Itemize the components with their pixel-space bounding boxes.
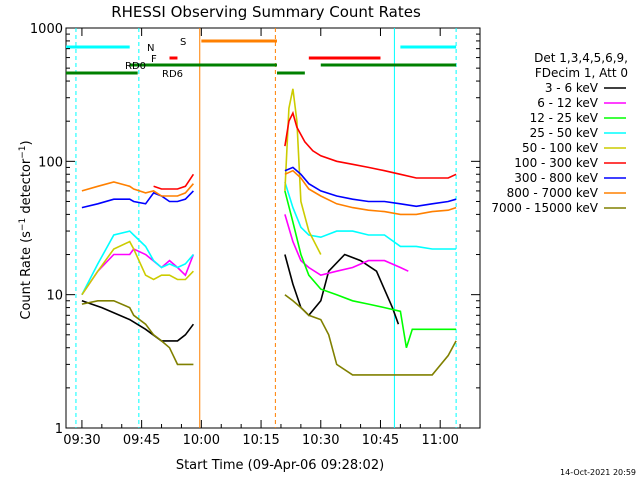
chart-title: RHESSI Observing Summary Count Rates bbox=[111, 3, 421, 21]
flag-label-rd0: RD0 bbox=[125, 61, 146, 72]
x-tick-label: 09:45 bbox=[123, 433, 160, 448]
legend-entry-label: 800 - 7000 keV bbox=[507, 186, 599, 200]
legend-entry-label: 12 - 25 keV bbox=[530, 111, 599, 125]
legend-entry-label: 6 - 12 keV bbox=[537, 96, 599, 110]
flag-label-n: N bbox=[147, 43, 154, 54]
flag-label-rd6: RD6 bbox=[162, 69, 183, 80]
legend-entry-label: 25 - 50 keV bbox=[530, 126, 599, 140]
x-tick-label: 10:15 bbox=[242, 433, 279, 448]
series-line bbox=[153, 110, 457, 190]
series-line bbox=[81, 181, 457, 296]
legend-entry-label: 100 - 300 keV bbox=[514, 156, 598, 170]
y-tick-label: 1000 bbox=[30, 22, 63, 37]
legend-entry-label: 7000 - 15000 keV bbox=[491, 201, 598, 215]
x-tick-label: 09:30 bbox=[63, 433, 100, 448]
series-line bbox=[81, 294, 457, 376]
series-line bbox=[81, 169, 457, 216]
footer-timestamp: 14-Oct-2021 20:59 bbox=[560, 468, 636, 477]
legend-entry-label: 3 - 6 keV bbox=[545, 81, 599, 95]
series-line bbox=[81, 214, 409, 296]
y-axis-label: Count Rate (s−1 detector−1) bbox=[18, 140, 34, 319]
x-axis-label: Start Time (09-Apr-06 09:28:02) bbox=[176, 458, 384, 473]
y-tick-label: 1 bbox=[55, 422, 63, 437]
x-tick-label: 10:00 bbox=[183, 433, 220, 448]
series-line bbox=[81, 88, 322, 296]
series-line bbox=[81, 166, 457, 209]
legend-entry-label: 300 - 800 keV bbox=[514, 171, 598, 185]
plot-frame bbox=[65, 27, 481, 429]
legend-entry-label: 50 - 100 keV bbox=[522, 141, 599, 155]
x-tick-label: 10:30 bbox=[302, 433, 339, 448]
flag-label-s: S bbox=[180, 37, 186, 48]
y-tick-label: 10 bbox=[46, 289, 63, 304]
legend-header-line-2: FDecim 1, Att 0 bbox=[535, 66, 628, 80]
y-tick-label: 100 bbox=[38, 155, 63, 170]
x-tick-label: 10:45 bbox=[362, 433, 399, 448]
x-tick-label: 11:00 bbox=[421, 433, 458, 448]
legend-header-line-1: Det 1,3,4,5,6,9, bbox=[534, 51, 628, 65]
series-line bbox=[284, 190, 457, 348]
flag-label-f: F bbox=[151, 54, 157, 65]
